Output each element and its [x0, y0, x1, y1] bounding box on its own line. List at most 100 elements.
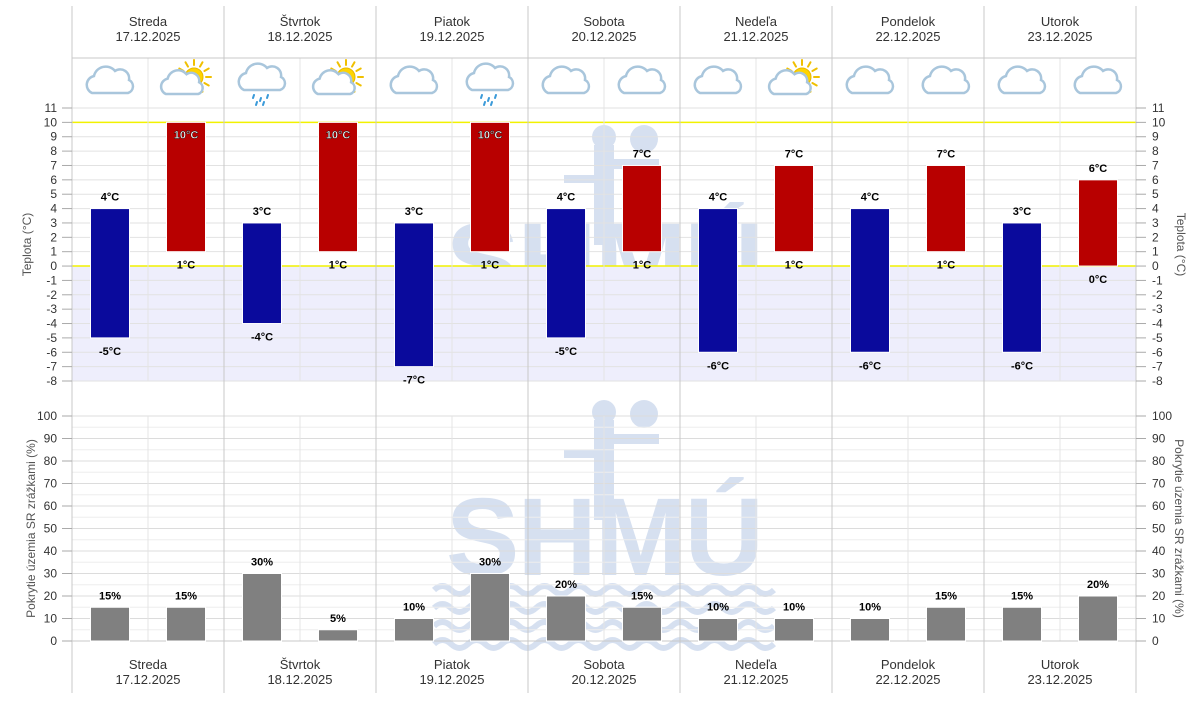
watermark-arm: [564, 450, 594, 458]
precipitation-label: 30%: [479, 557, 501, 569]
temperature-max-label: 3°C: [405, 206, 424, 218]
precip-tick-right: 70: [1152, 477, 1166, 491]
cloud-shape: [845, 65, 895, 95]
day-name-footer: Sobota: [583, 657, 625, 672]
night-temperature-bar: [1002, 222, 1042, 353]
temperature-max-label: 4°C: [709, 192, 728, 204]
precip-tick-right: 10: [1152, 612, 1166, 626]
cloud-shape: [85, 65, 135, 95]
rain-cloud-icon: [465, 62, 515, 106]
night-temperature-bar: [90, 208, 130, 339]
precipitation-label: 10%: [403, 602, 425, 614]
precip-tick-right: 20: [1152, 589, 1166, 603]
watermark-ball: [592, 400, 616, 424]
cloud-icon: [389, 65, 439, 95]
precipitation-bar: [622, 606, 662, 642]
precip-tick-left: 40: [44, 544, 58, 558]
temp-tick-right: 8: [1152, 144, 1159, 158]
day-name-header: Utorok: [1041, 14, 1080, 29]
watermark-vane: [614, 159, 659, 169]
sun-ray: [811, 67, 818, 72]
night-temperature-bar: [394, 222, 434, 368]
cloud-shape: [237, 62, 287, 92]
precipitation-label: 10%: [707, 602, 729, 614]
temp-tick-right: 4: [1152, 202, 1159, 216]
sun-ray: [199, 61, 204, 68]
temp-tick-right: -5: [1152, 331, 1163, 345]
temperature-max-label: 3°C: [253, 206, 272, 218]
sun-ray: [336, 61, 341, 68]
temperature-min-label: -4°C: [251, 332, 273, 344]
temp-tick-left: -8: [46, 374, 57, 388]
precipitation-bar: [318, 629, 358, 642]
precipitation-bar: [1002, 606, 1042, 642]
precipitation-label: 15%: [175, 590, 197, 602]
temp-tick-right: 9: [1152, 130, 1159, 144]
precipitation-label: 15%: [1011, 590, 1033, 602]
temp-tick-right: 11: [1152, 101, 1165, 115]
watermark-cup: [630, 125, 658, 153]
temperature-min-label: -6°C: [1011, 360, 1033, 372]
rain-drop: [494, 94, 497, 99]
precipitation-bar: [90, 606, 130, 642]
day-temperature-bar: [774, 164, 814, 253]
temp-tick-left: 9: [50, 130, 57, 144]
day-date-footer: 23.12.2025: [1027, 672, 1092, 687]
temperature-min-label: -6°C: [859, 360, 881, 372]
temp-tick-right: -1: [1152, 273, 1163, 287]
day-name-footer: Pondelok: [881, 657, 936, 672]
temp-tick-right: -4: [1152, 317, 1163, 331]
precipitation-bar: [850, 618, 890, 642]
precip-tick-left: 50: [44, 522, 58, 536]
temp-tick-right: 3: [1152, 216, 1159, 230]
rain-drop: [255, 101, 258, 106]
sun-ray: [203, 67, 210, 72]
temp-tick-left: -4: [46, 317, 57, 331]
temp-tick-left: -3: [46, 302, 57, 316]
precip-tick-right: 30: [1152, 567, 1166, 581]
day-date-header: 18.12.2025: [267, 29, 332, 44]
cloud-icon: [1073, 65, 1123, 95]
watermark-arm: [564, 175, 594, 183]
precipitation-label: 15%: [99, 590, 121, 602]
temp-tick-right: 10: [1152, 115, 1166, 129]
precipitation-bar: [698, 618, 738, 642]
rain-drop: [262, 101, 265, 106]
precipitation-label: 10%: [783, 602, 805, 614]
temperature-min-label: 1°C: [785, 260, 804, 272]
sun-ray: [355, 67, 362, 72]
temperature-max-label: 3°C: [1013, 206, 1032, 218]
temp-tick-left: -2: [46, 288, 57, 302]
temp-tick-left: 1: [50, 245, 57, 259]
temp-tick-right: 2: [1152, 230, 1159, 244]
cloud-icon: [997, 65, 1047, 95]
day-temperature-bar: [926, 164, 966, 253]
cloud-shape: [693, 65, 743, 95]
temperature-max-label: 4°C: [101, 192, 120, 204]
temp-tick-right: -7: [1152, 360, 1163, 374]
temp-axis-label-left: Teplota (°C): [20, 213, 34, 277]
temperature-min-label: 1°C: [329, 260, 348, 272]
day-name-footer: Utorok: [1041, 657, 1080, 672]
rain-drop: [483, 101, 486, 106]
cloud-shape: [767, 69, 812, 96]
temperature-min-label: 1°C: [633, 260, 652, 272]
precip-tick-left: 30: [44, 567, 58, 581]
rain-drop: [480, 94, 483, 99]
cloud-shape: [311, 69, 356, 96]
precipitation-bar: [394, 618, 434, 642]
precip-tick-left: 10: [44, 612, 58, 626]
day-temperature-bar: [470, 121, 510, 253]
precip-tick-right: 50: [1152, 522, 1166, 536]
night-temperature-bar: [546, 208, 586, 339]
temp-tick-left: -5: [46, 331, 57, 345]
temperature-min-label: -6°C: [707, 360, 729, 372]
cloud-icon: [85, 65, 135, 95]
cloud-shape: [1073, 65, 1123, 95]
temp-tick-left: 7: [50, 158, 57, 172]
day-name-header: Nedeľa: [735, 14, 778, 29]
cloud-icon: [541, 65, 591, 95]
night-temperature-bar: [850, 208, 890, 353]
sun-ray: [355, 82, 362, 87]
